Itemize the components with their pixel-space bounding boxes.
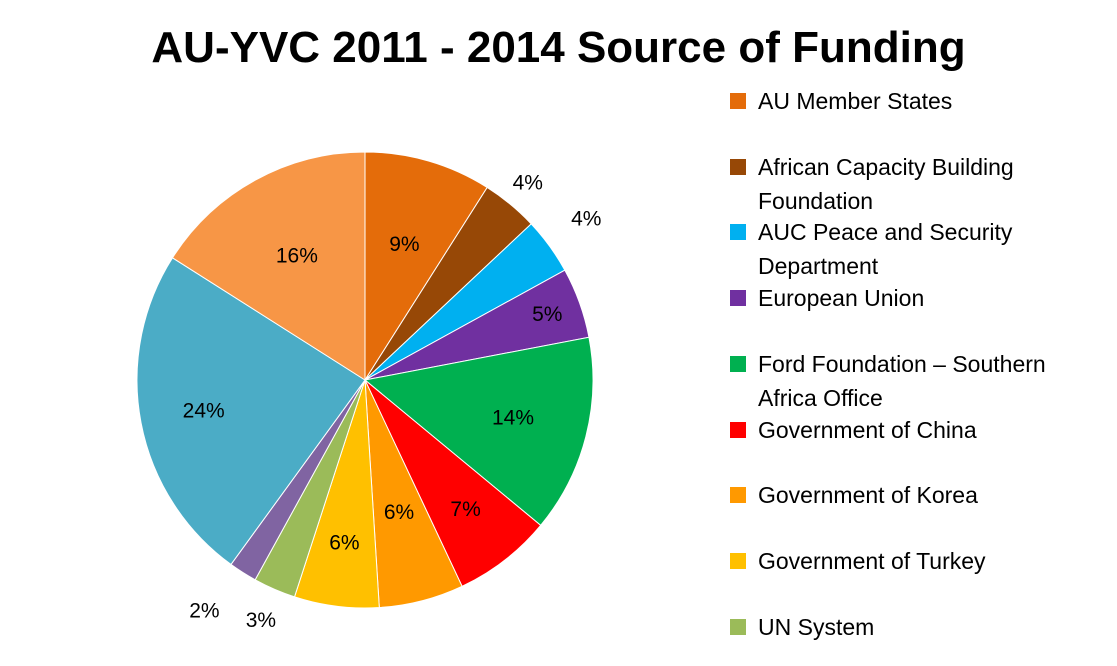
legend-item: Ford Foundation – Southern Africa Office <box>730 347 1110 415</box>
legend-swatch <box>730 421 746 438</box>
slice-label: 9% <box>389 233 419 256</box>
legend-item: Government of China <box>730 413 1110 447</box>
pie-labels: 9% 4% 4% 5% 14% 7% 6% 6% 3% 2% 24% 16% <box>183 172 602 632</box>
slice-label: 16% <box>276 245 318 268</box>
legend-item: European Union <box>730 281 1110 315</box>
pie-slices <box>136 151 594 609</box>
slice-label: 4% <box>513 172 543 195</box>
legend-label: UN System <box>758 613 875 640</box>
slice-label: 4% <box>571 208 601 231</box>
legend-item: African Capacity Building Foundation <box>730 150 1110 218</box>
legend-label: Government of China <box>758 416 977 443</box>
slice-label: 24% <box>183 399 225 422</box>
legend-item: Government of Turkey <box>730 544 1110 578</box>
pie-slice <box>363 336 594 527</box>
legend-swatch <box>730 487 746 504</box>
slice-label: 2% <box>189 600 219 623</box>
legend-label: Ford Foundation – Southern Africa Office <box>758 350 1046 411</box>
legend-swatch <box>730 618 746 635</box>
slice-label: 6% <box>329 531 359 554</box>
legend-swatch <box>730 290 746 307</box>
legend-swatch <box>730 93 746 109</box>
slice-label: 5% <box>532 303 562 326</box>
legend-swatch <box>730 552 746 569</box>
slice-label: 6% <box>384 501 414 524</box>
legend-item: UN System <box>730 610 1110 644</box>
legend-swatch <box>730 355 746 372</box>
legend-label: European Union <box>758 285 925 312</box>
pie-slice <box>136 257 366 566</box>
slice-label: 3% <box>246 609 276 632</box>
legend-label: AU Member States <box>758 88 953 114</box>
legend-swatch <box>730 158 746 175</box>
chart-title: AU-YVC 2011 - 2014 Source of Funding <box>151 23 966 72</box>
legend-label: Government of Korea <box>758 482 978 509</box>
pie-slice <box>364 151 488 382</box>
slice-label: 7% <box>450 498 480 521</box>
legend-label: African Capacity Building Foundation <box>758 153 1014 214</box>
legend-item: AUC Peace and Security Department <box>730 215 1110 283</box>
legend-item: AU Member States <box>730 84 1110 118</box>
slice-label: 14% <box>492 407 534 430</box>
legend-item: Government of Korea <box>730 478 1110 512</box>
legend-label: Government of Turkey <box>758 547 986 574</box>
legend-label: AUC Peace and Security Department <box>758 219 1013 280</box>
pie-slice <box>171 151 366 381</box>
legend-swatch <box>730 224 746 241</box>
